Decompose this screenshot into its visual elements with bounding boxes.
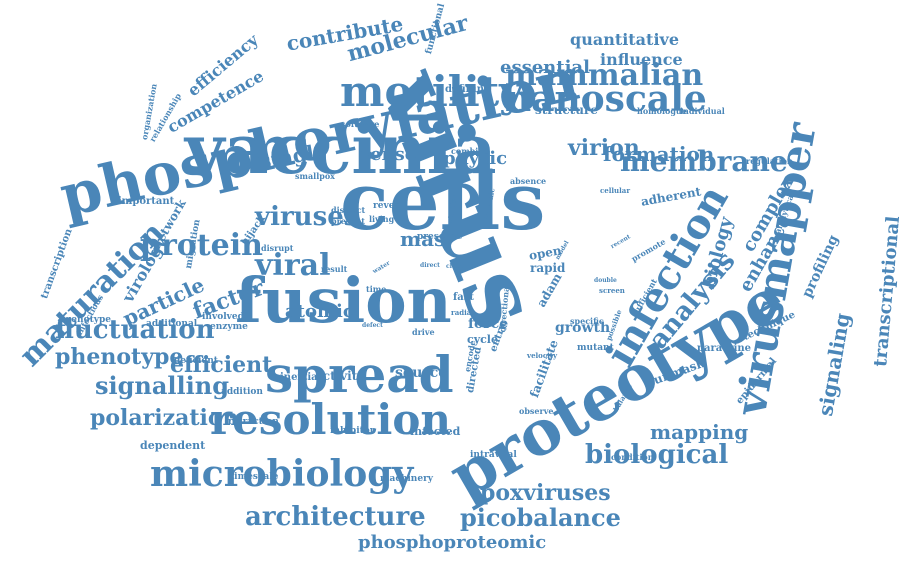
cloud-word: velocity	[527, 351, 558, 361]
cloud-word: signalling	[95, 370, 229, 400]
cloud-word: absence	[510, 175, 547, 186]
cloud-word: essential	[500, 56, 590, 78]
cloud-word: software	[341, 118, 380, 129]
cloud-word: membrane	[620, 144, 788, 178]
cloud-word: radial	[451, 308, 474, 318]
cloud-word: architecture	[245, 502, 426, 533]
cloud-word: rapid	[530, 261, 566, 276]
cloud-word: fusion	[235, 264, 452, 338]
cloud-word: transcription	[39, 227, 75, 301]
cloud-word: combine	[451, 145, 490, 156]
cloud-word: timescale	[230, 471, 279, 482]
cloud-word: intravital	[470, 449, 517, 460]
cloud-word: fluctuation	[55, 315, 215, 346]
cloud-word: influence	[600, 50, 683, 70]
cloud-word: time	[366, 283, 387, 294]
cloud-word: defining	[445, 84, 491, 95]
cloud-word: cycle	[467, 333, 498, 347]
cloud-word: sensor	[360, 143, 427, 165]
cloud-word: transcriptional	[870, 214, 900, 368]
cloud-word: cellular	[600, 186, 631, 196]
cloud-word: addition	[221, 386, 263, 397]
cloud-word: protein	[140, 228, 263, 263]
cloud-word: disrupt	[261, 242, 294, 253]
cloud-word: activity	[315, 369, 365, 384]
cloud-word: inertial	[280, 372, 322, 383]
cloud-word: resolution	[210, 395, 451, 445]
cloud-word: microbiology	[150, 453, 414, 496]
cloud-word: force	[468, 315, 509, 332]
cloud-word: efficient	[170, 352, 273, 379]
cloud-word: deficient	[174, 355, 218, 366]
cloud-word: close	[446, 263, 464, 271]
cloud-word: source	[395, 364, 448, 381]
cloud-word: vaccinia	[185, 109, 497, 190]
cloud-word: condition	[611, 451, 654, 462]
cloud-word: observe	[519, 405, 554, 416]
cloud-word: defect	[362, 322, 383, 330]
cloud-word: individual	[680, 105, 725, 116]
cloud-word: smallpox	[295, 170, 335, 181]
cloud-word: poxviruses	[480, 480, 611, 507]
cloud-word: motility	[340, 67, 524, 117]
cloud-word: fast	[453, 292, 475, 303]
cloud-word: quantitative	[570, 30, 679, 50]
cloud-word: result	[321, 263, 348, 274]
cloud-word: physic	[443, 147, 508, 169]
cloud-word: additional	[146, 318, 198, 329]
cloud-word: infected	[410, 425, 461, 439]
cloud-word: homologue	[637, 105, 687, 116]
cloud-word: polarization	[90, 405, 239, 432]
cloud-word: inhibitor	[330, 425, 375, 436]
cloud-word: distinct	[331, 204, 366, 215]
cloud-word: presence	[417, 231, 463, 242]
cloud-word: cells	[340, 154, 546, 248]
cloud-word: viral	[255, 248, 331, 283]
cloud-word: picobalance	[460, 502, 621, 532]
cloud-word: involved	[202, 311, 244, 322]
cloud-word: present	[331, 215, 366, 226]
cloud-word: atomic	[285, 300, 354, 322]
cloud-word: machinery	[380, 473, 434, 484]
cloud-word: mapping	[650, 420, 749, 444]
cloud-word: recent	[609, 233, 632, 251]
cloud-word: regulation	[746, 155, 793, 166]
cloud-word: growth	[555, 319, 611, 336]
cloud-word: dependent	[140, 439, 206, 453]
cloud-word: mammalian	[505, 58, 704, 93]
cloud-word: drive	[412, 326, 435, 337]
cloud-word: mas	[400, 227, 446, 251]
cloud-word: paracrine	[697, 343, 752, 354]
cloud-word: retraction	[228, 416, 279, 427]
cloud-word: formation	[603, 142, 715, 166]
cloud-word: structure	[535, 103, 598, 118]
cloud-word: enzyme	[210, 321, 248, 332]
cloud-word: viruses	[255, 202, 359, 233]
cloud-word: signaling	[813, 311, 855, 418]
cloud-word: direct	[420, 262, 440, 270]
cloud-word: profiling	[799, 232, 843, 301]
cloud-word: double	[594, 277, 617, 285]
cloud-word: important	[118, 196, 175, 207]
cloud-word: biological	[585, 440, 729, 471]
cloud-word: genotype	[65, 314, 111, 325]
cloud-word: nanoscale	[505, 78, 707, 121]
cloud-word: reveal	[373, 200, 404, 211]
cloud-word: screen	[599, 286, 625, 296]
cloud-word: specific	[570, 315, 604, 326]
cloud-word: mutant	[577, 342, 614, 353]
cloud-word: virion	[568, 135, 640, 162]
cloud-word: phosphoproteomic	[358, 531, 547, 553]
cloud-word: living	[369, 213, 395, 224]
cloud-word: spread	[265, 345, 454, 404]
cloud-word: phenotype	[55, 344, 184, 371]
